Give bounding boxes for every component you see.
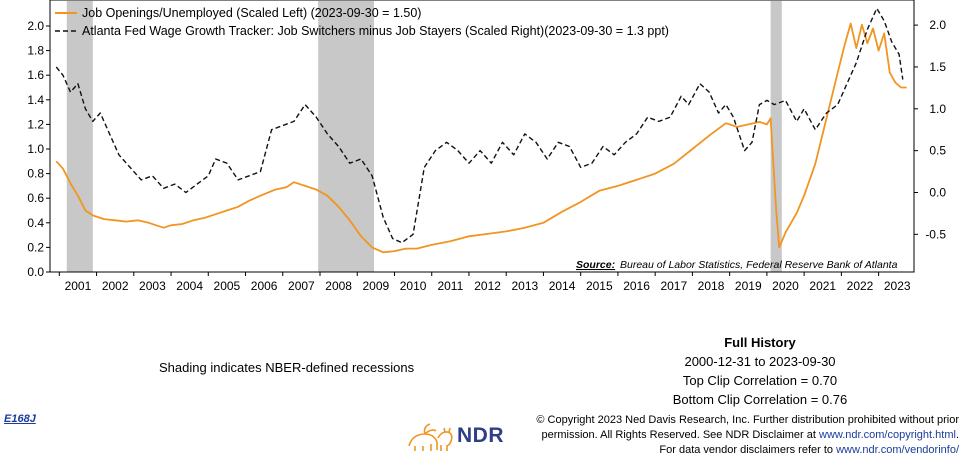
left-tick-label: 0.0	[27, 265, 44, 279]
series-line-0	[55, 22, 907, 254]
x-tick-label: 2012	[474, 279, 501, 293]
left-tick-label: 1.2	[27, 117, 44, 131]
left-tick-label: 2.0	[27, 19, 44, 33]
x-axis-ticks: 2001 2002 2003 2004 2005 2006 2007 2008 2009 2010…	[58, 272, 911, 293]
copyright-line-3: For data vendor disclaimers refer to www…	[519, 443, 959, 458]
bottom-clip-correlation: Bottom Clip Correlation = 0.76	[672, 392, 848, 407]
x-tick-label: 2015	[586, 279, 613, 293]
x-tick-label: 2022	[847, 279, 874, 293]
x-tick-label: 2005	[214, 279, 241, 293]
recession-band-0	[66, 1, 93, 272]
series-lines	[55, 7, 907, 254]
plot-frame	[49, 0, 915, 273]
right-tick-label: 0.5	[929, 144, 946, 158]
right-tick-label: 0.0	[929, 185, 946, 199]
left-tick-label: 1.6	[27, 68, 44, 82]
x-tick-label: 2003	[139, 279, 166, 293]
vendor-info-link[interactable]: www.ndr.com/vendorinfo/	[836, 444, 959, 456]
recession-band-1	[318, 1, 374, 272]
legend-entry-wage-growth: Atlanta Fed Wage Growth Tracker: Job Swi…	[82, 24, 669, 38]
x-tick-label: 2001	[65, 279, 92, 293]
source-label: Source:	[576, 259, 615, 271]
x-tick-label: 2020	[772, 279, 799, 293]
left-tick-label: 0.2	[27, 240, 44, 254]
copyright-line-3-text: For data vendor disclaimers refer to	[659, 444, 834, 456]
history-range: 2000-12-31 to 2023-09-30	[684, 354, 836, 369]
x-tick-label: 2014	[549, 279, 576, 293]
x-tick-label: 2007	[288, 279, 315, 293]
full-history-box: Full History 2000-12-31 to 2023-09-30 To…	[660, 333, 860, 409]
right-tick-label: 1.5	[929, 60, 946, 74]
copyright-link[interactable]: www.ndr.com/copyright.html	[819, 429, 956, 441]
x-tick-label: 2023	[884, 279, 911, 293]
shading-note: Shading indicates NBER-defined recession…	[159, 360, 415, 375]
x-tick-label: 2004	[176, 279, 203, 293]
history-title: Full History	[724, 335, 796, 350]
x-tick-label: 2013	[511, 279, 538, 293]
left-axis-ticks: 0.0 0.2 0.4 0.6 0.8 1.0 1.2 1.4 1.6 1.8 2.0	[27, 19, 50, 279]
source-text: Bureau of Labor Statistics, Federal Rese…	[620, 259, 898, 271]
top-clip-correlation: Top Clip Correlation = 0.70	[682, 373, 838, 388]
line-chart: 2001 2002 2003 2004 2005 2006 2007 2008 2009 2010…	[27, 0, 946, 293]
legend-entry-job-openings: Job Openings/Unemployed (Scaled Left) (2…	[82, 6, 421, 20]
copyright-block: © Copyright 2023 Ned Davis Research, Inc…	[519, 413, 959, 458]
left-tick-label: 0.6	[27, 191, 44, 205]
series-line-1	[55, 7, 904, 244]
x-tick-label: 2016	[623, 279, 650, 293]
right-tick-label: -0.5	[925, 227, 946, 241]
x-tick-label: 2018	[698, 279, 725, 293]
x-tick-label: 2002	[102, 279, 129, 293]
right-tick-label: 2.0	[929, 18, 946, 32]
x-tick-label: 2009	[363, 279, 390, 293]
left-tick-label: 1.0	[27, 142, 44, 156]
right-axis-ticks: -0.5 0.0 0.5 1.0 1.5 2.0	[914, 18, 946, 241]
recession-band-2	[770, 1, 782, 272]
x-tick-label: 2008	[325, 279, 352, 293]
left-tick-label: 0.8	[27, 167, 44, 181]
chart-code-link[interactable]: E168J	[4, 413, 36, 425]
logo-text: NDR	[457, 424, 504, 447]
right-tick-label: 1.0	[929, 102, 946, 116]
left-tick-label: 1.4	[27, 93, 44, 107]
copyright-line-1: © Copyright 2023 Ned Davis Research, Inc…	[536, 414, 959, 426]
x-tick-label: 2019	[735, 279, 762, 293]
bull-bear-icon	[408, 423, 453, 451]
copyright-line-2-text: permission. All Rights Reserved. See NDR…	[541, 429, 816, 441]
x-tick-label: 2021	[809, 279, 836, 293]
copyright-line-2: permission. All Rights Reserved. See NDR…	[541, 429, 959, 441]
ndr-logo: NDR	[405, 420, 515, 454]
x-tick-label: 2011	[437, 279, 463, 293]
legend: Job Openings/Unemployed (Scaled Left) (2…	[55, 6, 669, 38]
left-tick-label: 1.8	[27, 44, 44, 58]
x-tick-label: 2006	[251, 279, 278, 293]
recession-shading	[66, 1, 782, 272]
x-tick-label: 2010	[400, 279, 427, 293]
x-tick-label: 2017	[660, 279, 687, 293]
source-note: Source: Bureau of Labor Statistics, Fede…	[576, 259, 898, 271]
left-tick-label: 0.4	[27, 216, 44, 230]
